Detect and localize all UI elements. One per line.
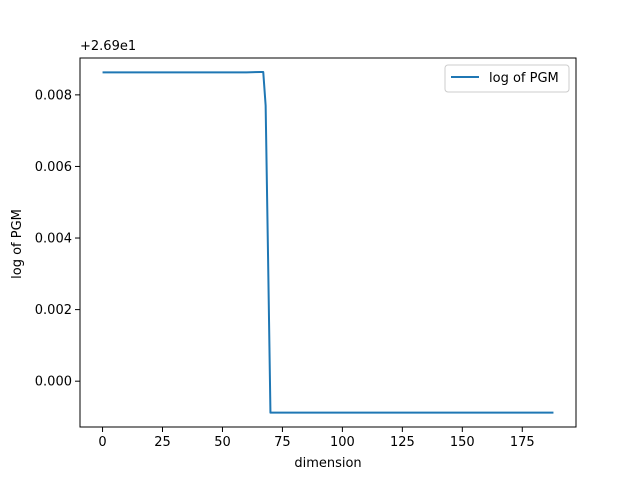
y-tick-label: 0.006: [35, 160, 72, 175]
y-tick-label: 0.004: [35, 232, 72, 247]
y-tick-label: 0.002: [35, 303, 72, 318]
x-tick-label: 125: [390, 435, 415, 450]
x-tick-label: 150: [450, 435, 475, 450]
y-tick-label: 0.000: [35, 375, 72, 390]
x-axis: 0 25 50 75 100 125 150 175: [98, 427, 535, 450]
plot-area: [102, 70, 554, 414]
y-axis-label: log of PGM: [10, 209, 25, 279]
x-tick-label: 175: [510, 435, 535, 450]
x-tick-label: 75: [274, 435, 291, 450]
axes-border: [79, 57, 577, 428]
x-tick-label: 25: [154, 435, 171, 450]
x-tick-label: 100: [330, 435, 355, 450]
legend: log of PGM: [444, 64, 570, 93]
x-tick-label: 50: [214, 435, 231, 450]
legend-label: log of PGM: [489, 71, 559, 86]
y-offset-label: +2.69e1: [80, 39, 136, 54]
x-tick-label: 0: [98, 435, 106, 450]
series-line-0: [102, 70, 554, 414]
legend-box: [444, 64, 570, 93]
y-tick-label: 0.008: [35, 88, 72, 103]
y-axis: 0.000 0.002 0.004 0.006 0.008: [35, 88, 80, 390]
x-axis-label: dimension: [294, 456, 361, 471]
axes-frame: [79, 57, 577, 428]
